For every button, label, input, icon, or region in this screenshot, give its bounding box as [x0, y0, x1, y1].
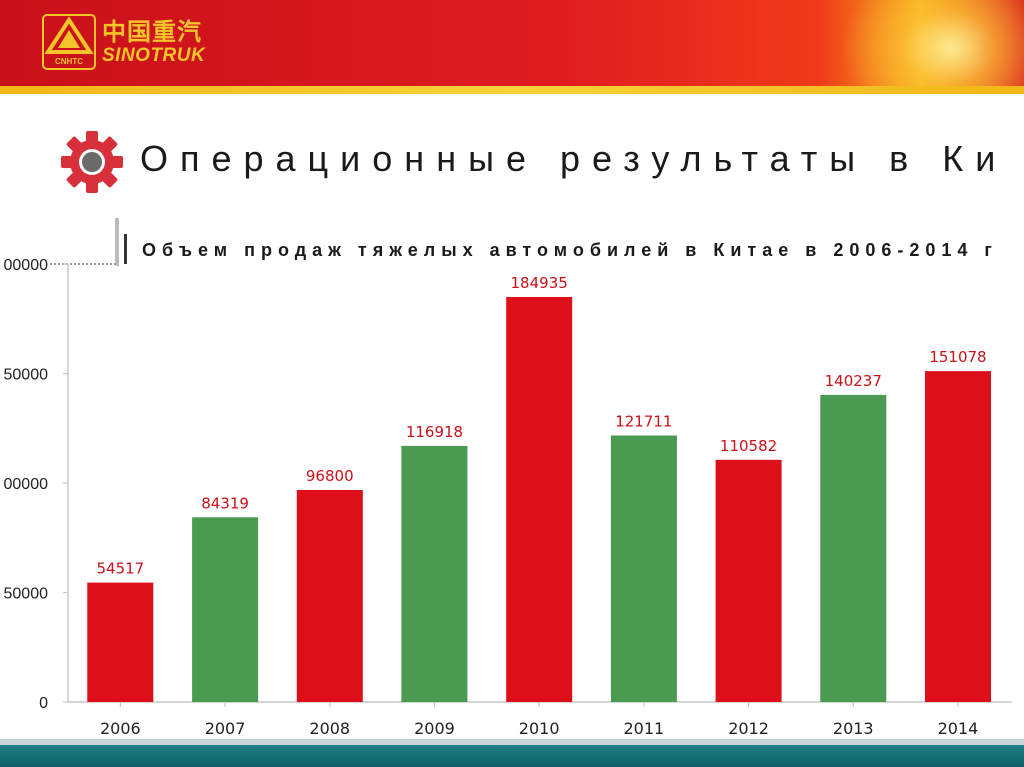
subtitle-bar [115, 218, 119, 266]
logo-english-text: SINOTRUK [102, 45, 206, 66]
data-label-2006: 54517 [96, 560, 144, 578]
logo-chinese-text: 中国重汽 [102, 18, 202, 46]
data-label-2008: 96800 [306, 467, 354, 485]
footer-band [0, 745, 1024, 767]
bar-2011 [610, 435, 677, 702]
page-title: Операционные результаты в Ки [140, 138, 1008, 179]
header-banner: CNHTC 中国重汽 SINOTRUK [0, 0, 1024, 94]
x-tick-label: 2010 [519, 719, 560, 738]
x-tick-label: 2009 [414, 719, 455, 738]
sinotruk-logo-icon: CNHTC [42, 14, 96, 70]
x-tick-label: 2006 [100, 719, 141, 738]
y-tick-label: 50000 [4, 367, 49, 384]
bar-2014 [925, 371, 991, 702]
header-glow [840, 0, 1024, 94]
x-tick-label: 2013 [833, 719, 874, 738]
subtitle-bar-dark [124, 234, 127, 264]
y-tick-label: 0 [39, 695, 48, 712]
bar-2010 [506, 297, 573, 702]
chart-subtitle: Объем продаж тяжелых автомобилей в Китае… [142, 240, 998, 260]
x-tick-label: 2008 [309, 719, 350, 738]
data-label-2010: 184935 [511, 274, 568, 292]
x-tick-label: 2011 [623, 719, 664, 738]
x-tick-label: 2007 [205, 719, 246, 738]
sinotruk-logo: CNHTC 中国重汽 SINOTRUK [42, 14, 205, 70]
data-label-2009: 116918 [406, 423, 463, 441]
bar-2013 [820, 394, 887, 702]
x-tick-label: 2012 [728, 719, 769, 738]
logo-badge-text: CNHTC [55, 57, 83, 66]
bar-2012 [715, 459, 782, 702]
data-label-2007: 84319 [201, 494, 249, 512]
bar-2009 [401, 445, 468, 702]
header-stripe [0, 86, 1024, 94]
x-tick-label: 2014 [938, 719, 979, 738]
data-label-2014: 151078 [929, 348, 986, 366]
y-tick-label: 00000 [4, 257, 49, 274]
bar-2006 [87, 582, 154, 702]
data-label-2013: 140237 [825, 372, 882, 390]
data-label-2011: 121711 [615, 413, 672, 431]
dotted-guide [50, 263, 116, 265]
y-tick-label: 50000 [4, 586, 49, 603]
footer-band-light [0, 739, 1024, 745]
data-label-2012: 110582 [720, 437, 777, 455]
bar-2008 [296, 490, 363, 702]
y-tick-label: 00000 [4, 476, 49, 493]
bar-2007 [192, 517, 259, 702]
gear-icon [61, 131, 123, 193]
